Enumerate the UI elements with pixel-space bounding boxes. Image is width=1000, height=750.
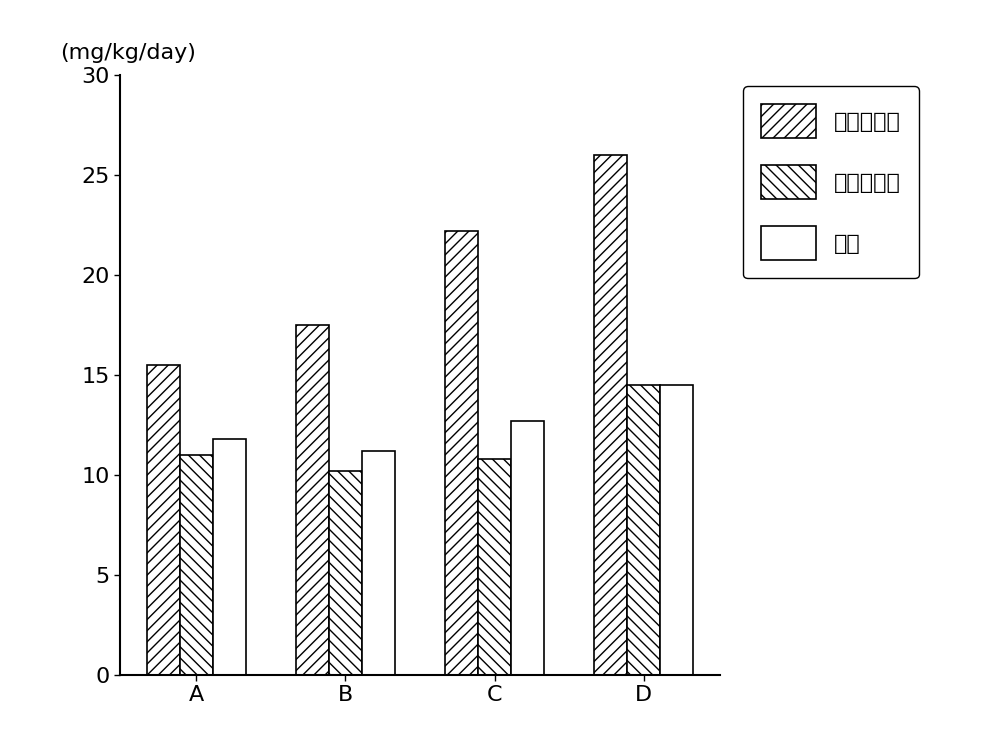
Bar [180,455,213,675]
Bar [296,325,329,675]
Bar [594,155,627,675]
Legend: 易分解组分, 耐分解组分, 原土: 易分解组分, 耐分解组分, 原土 [743,86,919,278]
Bar [627,385,660,675]
Bar [147,365,180,675]
Bar [329,471,362,675]
Bar [445,231,478,675]
Bar [478,459,511,675]
Bar [362,451,395,675]
Text: (mg/kg/day): (mg/kg/day) [60,43,196,63]
Bar [660,385,693,675]
Bar [511,421,544,675]
Bar [213,439,246,675]
